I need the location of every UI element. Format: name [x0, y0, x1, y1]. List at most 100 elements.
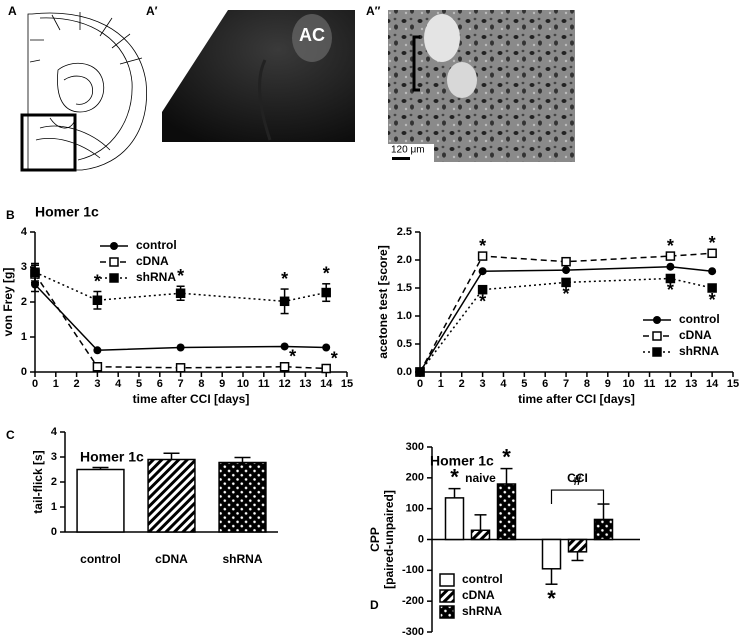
panel-letter: A″ [366, 4, 381, 18]
marker [175, 288, 186, 298]
x-tick-label: 7 [178, 378, 184, 390]
significance-mark: * [547, 586, 556, 611]
bar [470, 529, 491, 541]
y-tick-label: 0 [21, 366, 27, 378]
scale-label: 120 μm [391, 145, 425, 156]
y-tick-label: 4 [21, 226, 28, 238]
marker [279, 362, 290, 372]
marker [707, 248, 717, 259]
y-tick-label: 2 [21, 296, 27, 308]
y-tick-label: 0.0 [397, 366, 412, 378]
x-tick-label: shRNA [222, 552, 262, 566]
x-tick-label: 11 [258, 378, 270, 390]
y-tick-label: 1 [51, 501, 57, 513]
y-tick-label: 1.0 [397, 310, 412, 322]
legend-label: shRNA [679, 344, 719, 358]
marker [561, 277, 571, 288]
x-tick-label: 5 [521, 378, 527, 390]
marker [109, 257, 119, 267]
ac-region [292, 14, 332, 62]
legend-label: control [462, 572, 503, 586]
significance-mark: * [323, 264, 330, 284]
group-label: naive [465, 471, 496, 485]
x-tick-label: 8 [584, 378, 590, 390]
chart-title: Homer 1c [430, 453, 494, 469]
x-tick-label: 4 [115, 378, 122, 390]
marker [477, 251, 488, 261]
panel-letter: C [6, 428, 15, 442]
series-line [419, 277, 713, 373]
marker [280, 342, 289, 351]
region-box [20, 113, 77, 172]
significance-mark: * [479, 291, 486, 311]
x-tick-label: 14 [706, 378, 719, 390]
marker [93, 346, 102, 355]
x-tick-label: 1 [438, 378, 444, 390]
legend-label: shRNA [136, 270, 176, 284]
marker [561, 256, 571, 267]
bar [567, 538, 588, 553]
fiber [258, 59, 272, 141]
x-tick-label: 2 [74, 378, 80, 390]
marker [415, 367, 425, 377]
x-tick-label: 11 [644, 378, 656, 390]
x-tick-label: 0 [417, 378, 423, 390]
marker [321, 363, 331, 374]
marker [562, 266, 571, 275]
x-tick-label: 6 [542, 378, 548, 390]
bracket [412, 35, 420, 92]
legend-label: cDNA [136, 254, 169, 268]
x-axis-label: time after CCI [days] [133, 392, 250, 406]
y-tick-label: 300 [406, 441, 424, 453]
significance-mark: * [177, 266, 184, 286]
x-tick-label: 13 [685, 378, 697, 390]
y-axis-label: [paired-unpaired] [382, 490, 396, 589]
x-tick-label: 7 [563, 378, 569, 390]
significance-mark: * [94, 271, 101, 291]
legend-swatch [439, 605, 455, 619]
y-axis-label: tail-flick [s] [31, 450, 45, 513]
marker [321, 287, 331, 298]
x-tick-label: 5 [136, 378, 142, 390]
x-tick-label: cDNA [155, 552, 188, 566]
marker [175, 363, 186, 373]
x-tick-label: 12 [278, 378, 290, 390]
x-tick-label: 2 [459, 378, 465, 390]
bar [541, 538, 562, 570]
y-tick-label: 100 [406, 503, 424, 515]
marker [666, 262, 675, 271]
marker [322, 343, 331, 352]
significance-mark: * [667, 236, 674, 256]
x-tick-label: 15 [727, 378, 739, 390]
legend-label: control [136, 238, 177, 252]
bracket [550, 489, 605, 505]
x-tick-label: 0 [32, 378, 38, 390]
marker [708, 267, 717, 276]
marker [477, 284, 488, 295]
marker [110, 242, 118, 250]
significance-mark: * [479, 236, 486, 256]
x-tick-label: 4 [500, 378, 507, 390]
y-tick-label: 2.0 [397, 254, 412, 266]
x-axis-label: time after CCI [days] [518, 392, 635, 406]
panel-letter: B [6, 208, 15, 222]
legend-label: control [679, 312, 720, 326]
x-tick-label: 1 [53, 378, 59, 390]
panel-letter: A [8, 4, 17, 18]
y-tick-label: 0 [51, 526, 57, 538]
y-tick-label: 2 [51, 476, 57, 488]
marker [665, 273, 676, 284]
marker [109, 273, 119, 283]
bar [444, 497, 465, 541]
y-tick-label: 4 [51, 426, 58, 438]
significance-mark: * [502, 444, 511, 469]
marker [279, 296, 290, 307]
x-tick-label: 14 [320, 378, 333, 390]
chart-title: Homer 1c [35, 204, 99, 220]
significance-mark: * [331, 348, 338, 368]
chart-title: Homer 1c [80, 449, 144, 465]
y-tick-label: 1 [21, 331, 27, 343]
atlas-drawing [27, 12, 148, 171]
x-tick-label: 9 [219, 378, 225, 390]
x-tick-label: 10 [237, 378, 249, 390]
